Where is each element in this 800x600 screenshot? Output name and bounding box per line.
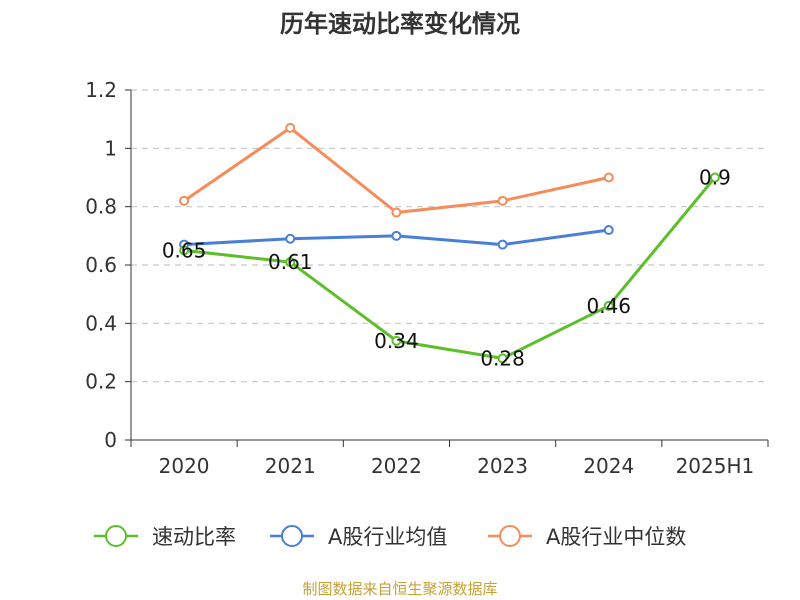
data-point	[179, 195, 190, 206]
y-tick-label: 1.2	[85, 78, 117, 102]
data-point	[391, 335, 402, 346]
data-point	[391, 207, 402, 218]
data-label: 0.34	[374, 329, 419, 353]
data-point	[285, 122, 296, 133]
data-point	[391, 230, 402, 241]
y-tick-label: 0.2	[85, 370, 117, 394]
x-tick-label: 2021	[265, 454, 316, 478]
y-tick-label: 0.6	[85, 253, 117, 277]
data-point	[603, 300, 614, 311]
legend-label: A股行业均值	[328, 525, 447, 549]
y-tick-label: 0.8	[85, 195, 117, 219]
series-line-2	[183, 126, 610, 214]
legend-marker	[105, 525, 127, 547]
data-label: 0.61	[268, 250, 313, 274]
legend-label: 速动比率	[152, 525, 236, 549]
data-point	[497, 353, 508, 364]
data-label: 0.46	[586, 294, 631, 318]
y-tick-label: 0	[104, 428, 117, 452]
data-point	[497, 239, 508, 250]
data-point	[709, 172, 720, 183]
series-line-0	[183, 176, 717, 360]
y-tick-label: 0.4	[85, 311, 117, 335]
chart-title: 历年速动比率变化情况	[280, 10, 520, 38]
legend: 速动比率 A股行业均值 A股行业中位数	[94, 525, 686, 549]
data-label: 0.65	[162, 238, 207, 262]
data-point	[285, 233, 296, 244]
legend-label: A股行业中位数	[546, 525, 686, 549]
grid-lines	[131, 89, 768, 383]
data-label: 0.9	[699, 166, 731, 190]
axes: 0 0.2 0.4 0.6 0.8 1 1.2 2020 2021 2022 2023 2024 202…	[85, 78, 769, 478]
x-tick-label: 2022	[371, 454, 422, 478]
series-group	[179, 122, 720, 364]
legend-marker	[281, 525, 303, 547]
source-note: 制图数据来自恒生聚源数据库	[302, 580, 497, 598]
legend-marker	[499, 525, 521, 547]
x-tick-label: 2023	[477, 454, 528, 478]
data-point	[603, 225, 614, 235]
data-point	[285, 257, 296, 268]
y-tick-label: 1	[104, 136, 117, 160]
data-labels: 0.65 0.61 0.34 0.28 0.46 0.9	[162, 166, 731, 371]
data-point	[497, 195, 508, 206]
x-tick-label: 2024	[583, 454, 634, 478]
data-point	[603, 172, 614, 183]
data-label: 0.28	[480, 346, 525, 370]
x-tick-label: 2025H1	[676, 454, 755, 478]
data-point	[179, 245, 190, 256]
x-tick-label: 2020	[159, 454, 210, 478]
